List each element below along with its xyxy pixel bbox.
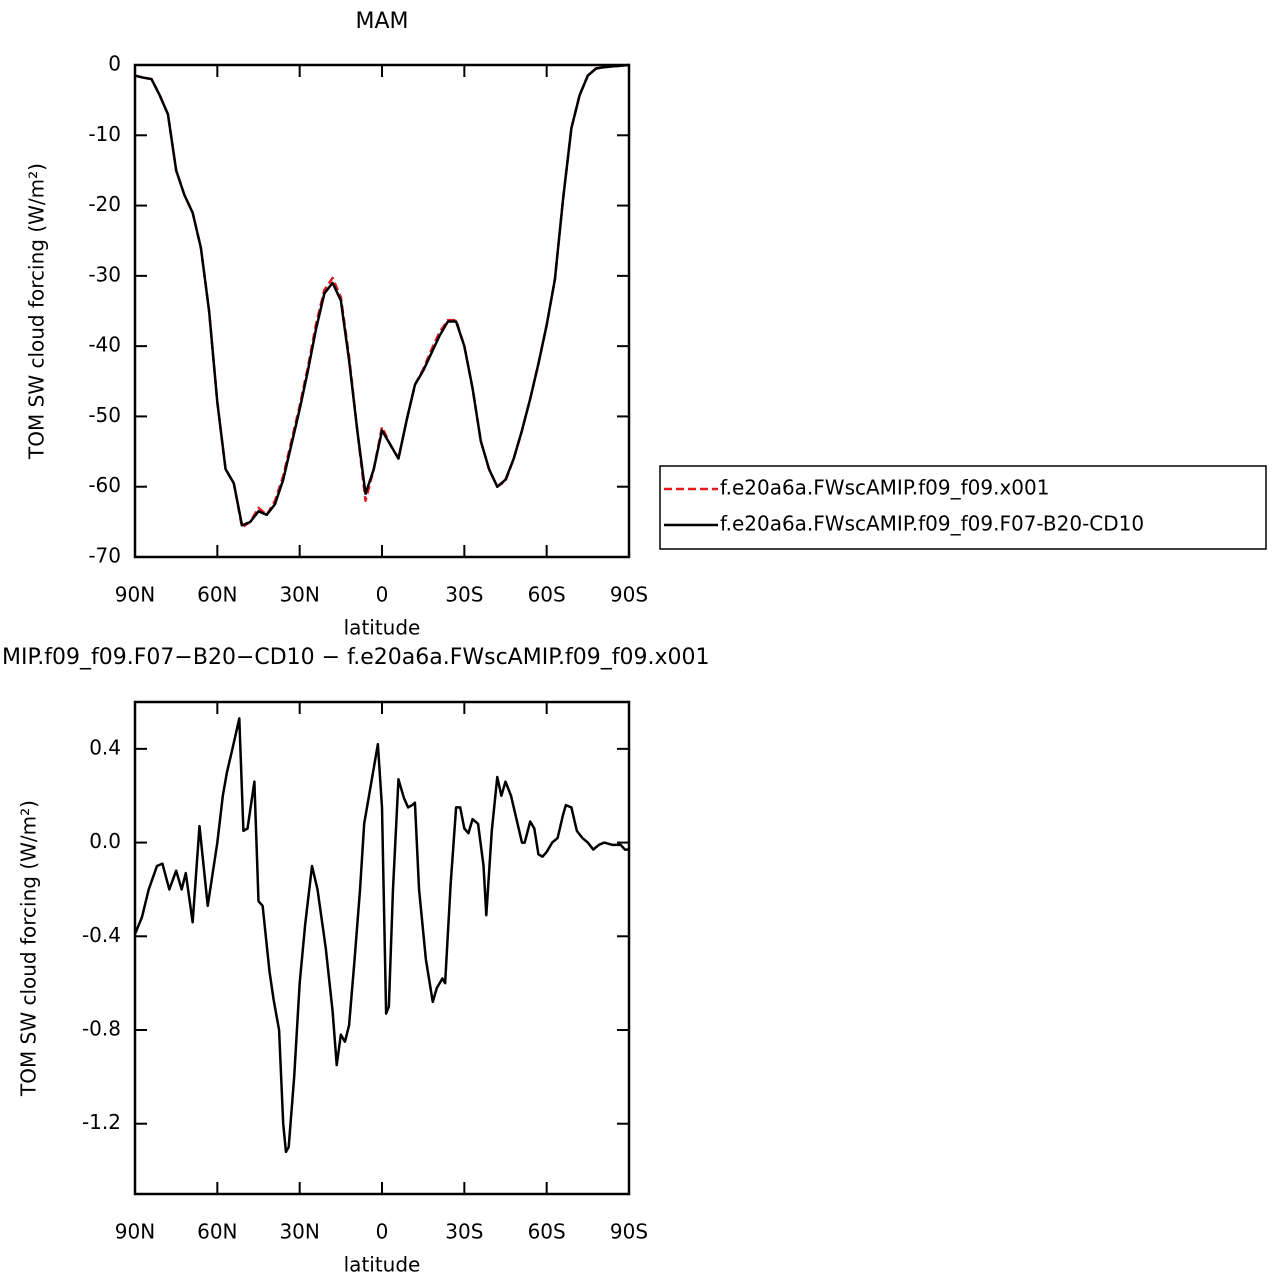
y-axis-label: TOM SW cloud forcing (W/m²) — [17, 800, 41, 1097]
x-tick-label: 60S — [528, 583, 566, 607]
x-tick-label: 90S — [610, 1220, 648, 1244]
x-tick-label: 90N — [115, 1220, 155, 1244]
y-axis-label: TOM SW cloud forcing (W/m²) — [25, 163, 49, 460]
x-tick-label: 0 — [376, 583, 389, 607]
x-tick-label: 60N — [197, 1220, 237, 1244]
y-tick-label: 0 — [108, 52, 121, 76]
x-tick-label: 90S — [610, 583, 648, 607]
x-axis-label: latitude — [344, 1253, 421, 1277]
y-tick-label: -1.2 — [82, 1110, 121, 1134]
legend-label: f.e20a6a.FWscAMIP.f09_f09.x001 — [720, 476, 1049, 500]
y-tick-label: -0.4 — [82, 923, 121, 947]
y-tick-label: -50 — [88, 403, 121, 427]
x-tick-label: 60S — [528, 1220, 566, 1244]
x-tick-label: 0 — [376, 1220, 389, 1244]
y-tick-label: -70 — [88, 544, 121, 568]
y-tick-label: -10 — [88, 122, 121, 146]
chart-title: MIP.f09_f09.F07−B20−CD10 − f.e20a6a.FWsc… — [2, 645, 710, 670]
x-tick-label: 30N — [279, 583, 319, 607]
x-tick-label: 30S — [445, 583, 483, 607]
x-tick-label: 30N — [279, 1220, 319, 1244]
data-line — [133, 717, 629, 1154]
y-tick-label: -20 — [88, 192, 121, 216]
y-tick-label: -40 — [88, 333, 121, 357]
y-tick-label: -60 — [88, 473, 121, 497]
legend-box — [659, 465, 1267, 550]
y-tick-label: 0.0 — [89, 829, 121, 853]
data-line — [134, 63, 630, 527]
plot-frame — [133, 700, 631, 1196]
x-axis-label: latitude — [344, 616, 421, 640]
x-tick-label: 90N — [115, 583, 155, 607]
legend-label: f.e20a6a.FWscAMIP.f09_f09.F07-B20-CD10 — [720, 512, 1144, 536]
chart-title: MAM — [355, 9, 408, 34]
data-line — [134, 63, 630, 529]
x-tick-label: 30S — [445, 1220, 483, 1244]
y-tick-label: 0.4 — [89, 735, 121, 759]
x-tick-label: 60N — [197, 583, 237, 607]
plot-frame — [133, 63, 631, 559]
y-tick-label: -0.8 — [82, 1017, 121, 1041]
y-tick-label: -30 — [88, 262, 121, 286]
